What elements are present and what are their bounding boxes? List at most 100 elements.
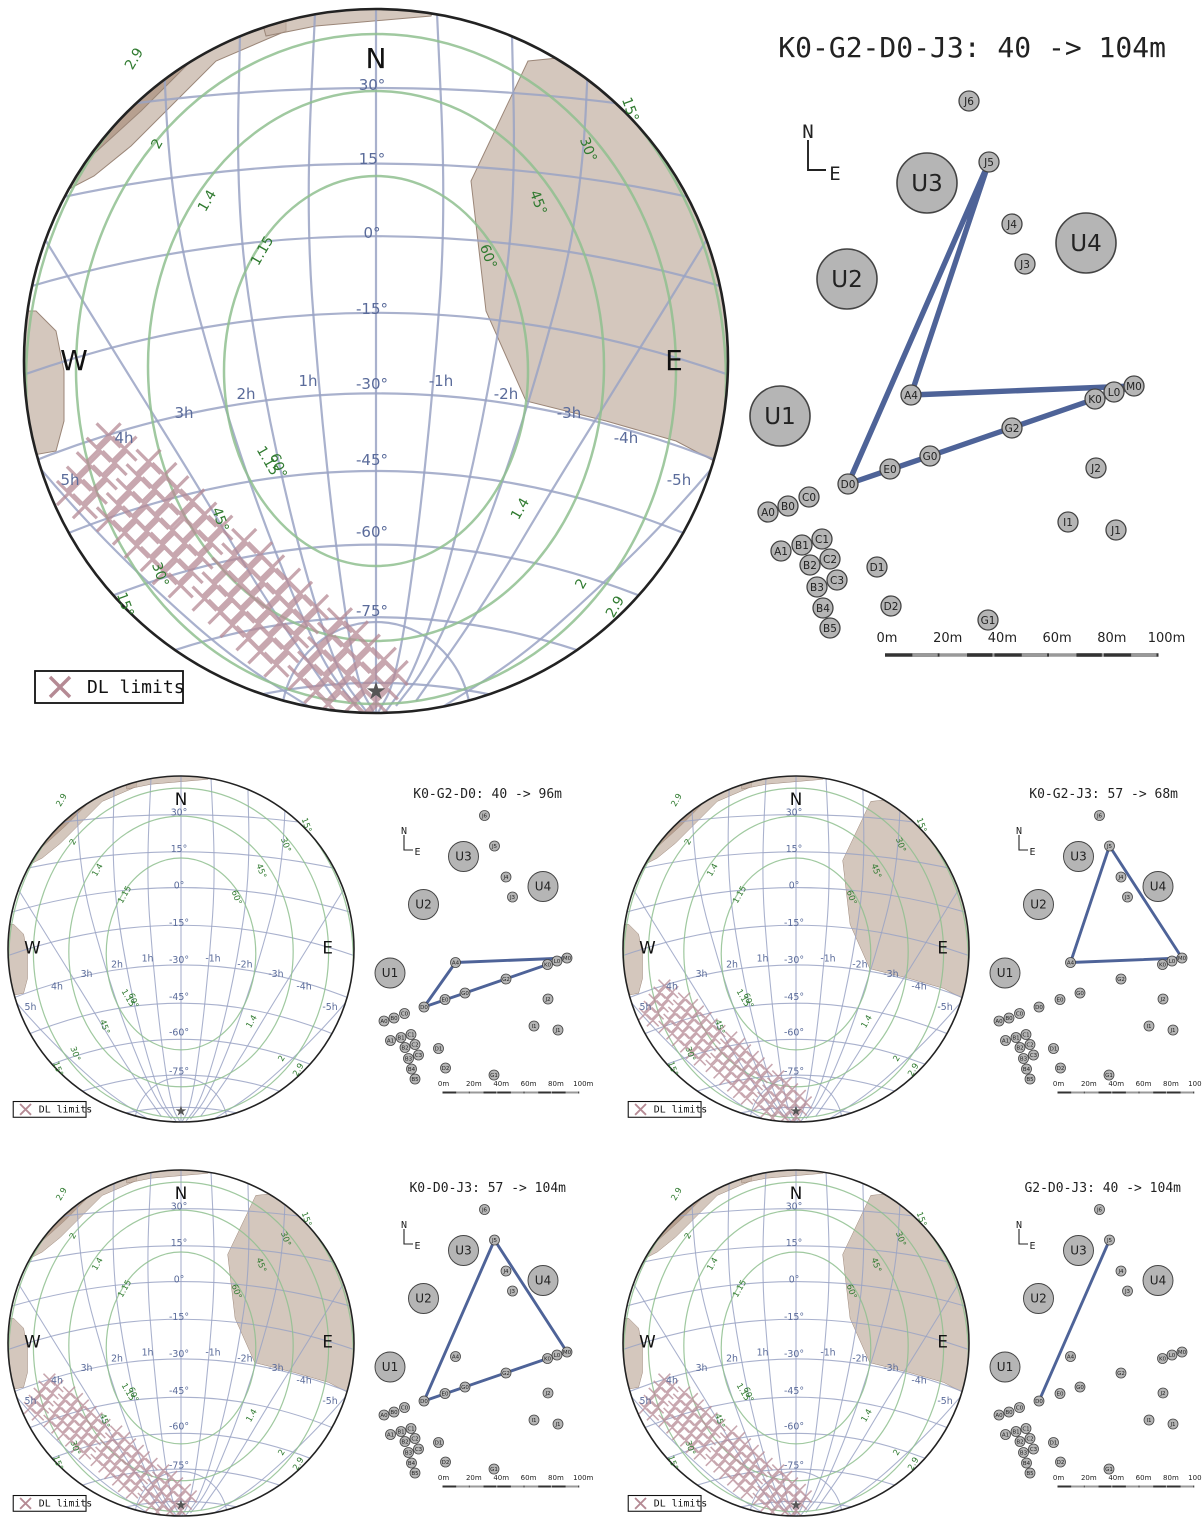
station-label: A1 xyxy=(387,1039,394,1045)
ha-label: 2h xyxy=(236,385,255,403)
telescope-u3: U3 xyxy=(449,842,479,872)
compass-north-label: N xyxy=(1016,826,1022,837)
station-j6: J6 xyxy=(1095,1205,1105,1215)
station-label: B1 xyxy=(1012,1036,1019,1042)
station-b2: B2 xyxy=(800,555,820,575)
legend: DL limits xyxy=(628,1102,707,1118)
station-label: G0 xyxy=(1076,1385,1084,1391)
station-label: C3 xyxy=(830,575,844,587)
scale-label: 20m xyxy=(466,1474,482,1482)
ha-label: 5h xyxy=(639,1396,651,1407)
station-label: C3 xyxy=(1030,1447,1038,1453)
station-label: D2 xyxy=(1057,1460,1065,1466)
station-m0: M0 xyxy=(562,1347,572,1357)
station-label: J4 xyxy=(1117,1269,1124,1275)
station-label: C0 xyxy=(401,1406,409,1412)
station-label: B5 xyxy=(411,1077,419,1083)
station-label: B0 xyxy=(390,1016,398,1022)
station-g1: G1 xyxy=(489,1070,499,1080)
station-label: J5 xyxy=(491,1238,498,1244)
telescope-label: U4 xyxy=(1070,231,1101,257)
scale-bar: 0m20m40m60m80m100m xyxy=(438,1080,594,1093)
legend-label: DL limits xyxy=(39,1104,92,1115)
scale-label: 0m xyxy=(1053,1474,1064,1482)
station-label: B0 xyxy=(781,501,795,513)
station-c3: C3 xyxy=(414,1444,424,1454)
compass-icon xyxy=(404,835,413,850)
ha-label: -4h xyxy=(911,1375,926,1386)
station-label: D0 xyxy=(420,1005,428,1011)
telescope-u1: U1 xyxy=(375,958,405,988)
station-label: B3 xyxy=(1020,1057,1028,1063)
station-label: E0 xyxy=(1057,998,1064,1004)
station-label: K0 xyxy=(544,1357,552,1363)
station-label: I1 xyxy=(531,1024,536,1030)
compass-icon xyxy=(1019,1229,1028,1244)
scale-label: 40m xyxy=(988,631,1017,646)
dec-label: 0° xyxy=(174,1274,185,1285)
station-c2: C2 xyxy=(410,1434,420,1444)
dec-label: -30° xyxy=(169,955,189,966)
station-b0: B0 xyxy=(1004,1407,1014,1417)
telescope-u2: U2 xyxy=(1024,1284,1054,1314)
station-b4: B4 xyxy=(407,1458,417,1468)
telescope-label: U3 xyxy=(455,850,471,864)
scale-label: 60m xyxy=(521,1080,537,1088)
target-star-icon: ★ xyxy=(790,1103,802,1119)
station-label: A4 xyxy=(452,1355,460,1361)
station-label: B4 xyxy=(1023,1067,1031,1073)
station-label: G2 xyxy=(502,977,510,983)
station-e0: E0 xyxy=(440,1389,450,1399)
panel-title: K0-G2-D0: 40 -> 96m xyxy=(413,787,562,802)
scale-label: 100m xyxy=(573,1474,593,1482)
station-label: D2 xyxy=(442,1066,450,1072)
ha-label: 4h xyxy=(114,429,133,447)
station-b3: B3 xyxy=(1019,1054,1029,1064)
station-label: B1 xyxy=(397,1036,404,1042)
scale-label: 80m xyxy=(1097,631,1126,646)
scale-label: 0m xyxy=(438,1474,449,1482)
station-label: C1 xyxy=(815,534,829,546)
station-d0: D0 xyxy=(838,474,858,494)
telescope-label: U1 xyxy=(997,1360,1013,1374)
dec-label: -45° xyxy=(784,992,804,1003)
station-l0: L0 xyxy=(552,1350,562,1360)
station-b0: B0 xyxy=(389,1407,399,1417)
telescope-label: U2 xyxy=(1030,898,1046,912)
ha-label: -1h xyxy=(205,1347,220,1358)
station-a4: A4 xyxy=(1066,958,1076,968)
scale-label: 40m xyxy=(1108,1080,1124,1088)
telescope-u4: U4 xyxy=(528,872,558,902)
dec-label: -75° xyxy=(169,1066,189,1077)
station-label: C0 xyxy=(802,492,816,504)
station-b2: B2 xyxy=(1015,1437,1025,1447)
compass-north-label: N xyxy=(802,121,813,143)
station-c3: C3 xyxy=(827,570,847,590)
station-a0: A0 xyxy=(379,1410,389,1420)
telescope-u3: U3 xyxy=(449,1236,479,1266)
ha-label: -4h xyxy=(296,981,311,992)
ha-label: -3h xyxy=(883,969,898,980)
ha-label: 1h xyxy=(142,953,154,964)
station-g1: G1 xyxy=(1104,1070,1114,1080)
target-star-icon: ★ xyxy=(365,677,387,705)
dec-label: -45° xyxy=(169,1386,189,1397)
array-layout-p2: U1U2U3U4J6J5J4J3J2J1I1M0L0K0G0G1G2A0 B0C0… xyxy=(990,787,1202,1093)
station-j3: J3 xyxy=(1123,1286,1133,1296)
compass-icon xyxy=(808,140,826,170)
telescope-label: U2 xyxy=(415,1292,431,1306)
dec-label: -60° xyxy=(784,1028,804,1039)
station-c1: C1 xyxy=(1021,1030,1031,1040)
ha-label: -3h xyxy=(268,969,283,980)
scale-label: 100m xyxy=(573,1080,593,1088)
scale-label: 0m xyxy=(1053,1080,1064,1088)
station-k0: K0 xyxy=(1085,389,1105,409)
station-g0: G0 xyxy=(460,1382,470,1392)
ha-label: -2h xyxy=(852,960,867,971)
telescope-label: U1 xyxy=(382,1360,398,1374)
telescope-u4: U4 xyxy=(528,1266,558,1296)
station-label: I1 xyxy=(1063,517,1073,529)
station-label: D0 xyxy=(1035,1399,1043,1405)
ha-label: -2h xyxy=(494,385,518,403)
station-a1: A1 xyxy=(1001,1430,1011,1440)
